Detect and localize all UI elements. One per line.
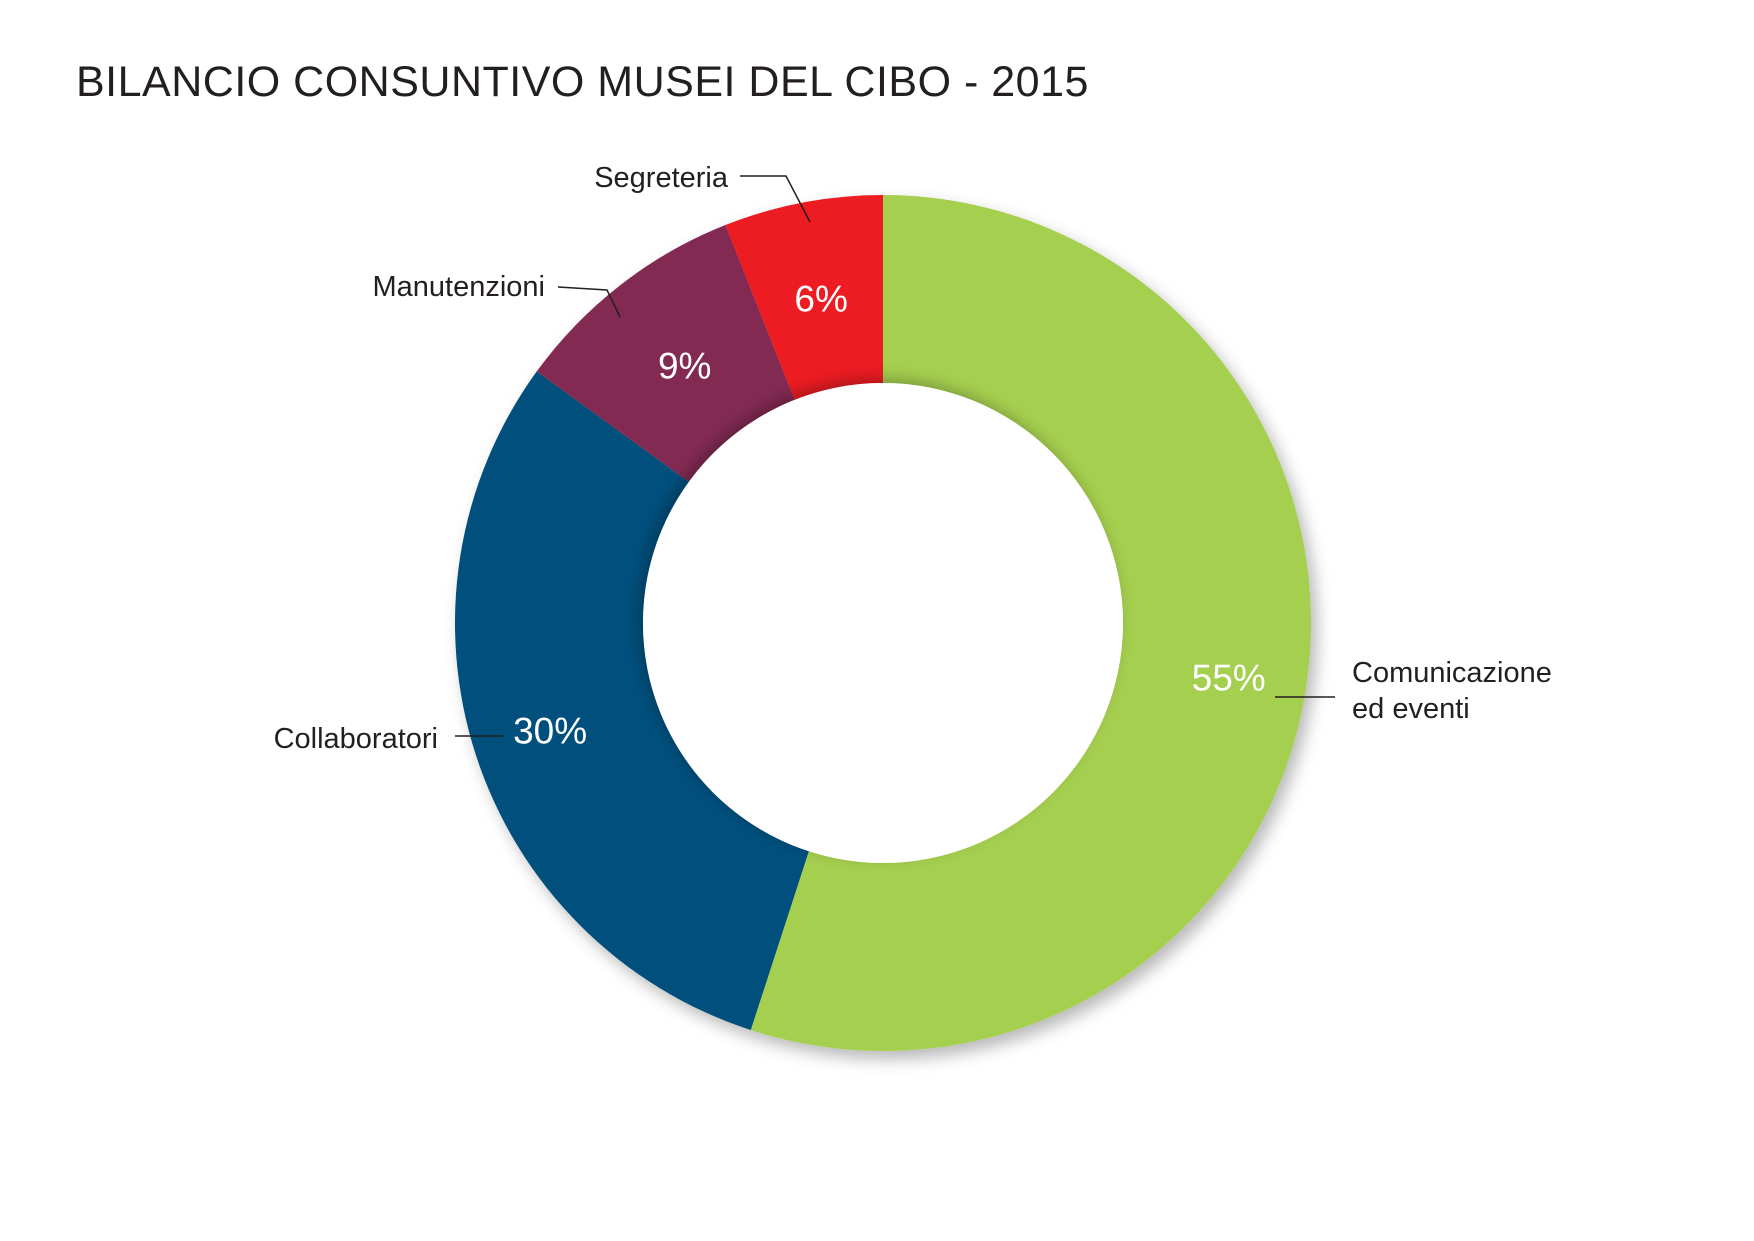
chart-title: BILANCIO CONSUNTIVO MUSEI DEL CIBO - 201… xyxy=(76,58,1089,106)
annotations-group: 55% Comunicazione ed eventi 30% Collaborator… xyxy=(274,162,1552,755)
slices-group xyxy=(454,195,1311,1051)
slice-2 xyxy=(454,371,809,1031)
slice-4-value-label: 6% xyxy=(794,278,847,319)
slice-1-category-label: Comunicazione ed eventi xyxy=(1352,657,1552,725)
slice-1 xyxy=(750,195,1311,1051)
slice-4 xyxy=(725,195,883,400)
slice-3-value-label: 9% xyxy=(658,346,711,387)
slice-1-value-label: 55% xyxy=(1192,657,1266,698)
slice-4-category-label: Segreteria xyxy=(594,162,729,194)
slice-4-leader-line xyxy=(740,175,811,223)
slice-3-category-label: Manutenzioni xyxy=(373,271,546,303)
slice-2-value-label: 30% xyxy=(513,711,587,752)
donut-hole xyxy=(643,383,1123,863)
slice-2-category-label: Collaboratori xyxy=(274,723,438,755)
slice-3-leader-line xyxy=(557,286,621,318)
slice-3 xyxy=(536,225,795,482)
